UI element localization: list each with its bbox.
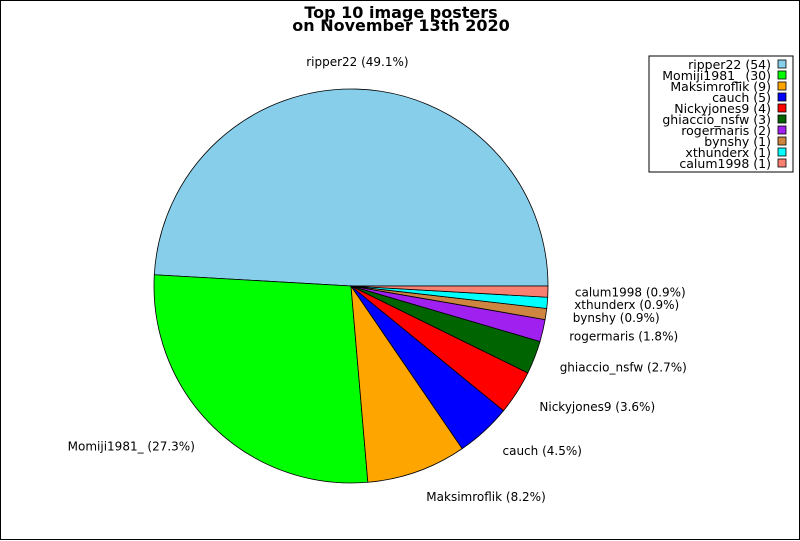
legend-swatch-cauch <box>777 92 787 102</box>
pie-label-nickyjones9: Nickyjones9 (3.6%) <box>539 400 655 414</box>
legend-box <box>648 55 794 173</box>
pie-slice-ripper22 <box>153 88 549 287</box>
pie-label-cauch: cauch (4.5%) <box>503 444 582 458</box>
legend-label-calum1998: calum1998 (1) <box>679 156 771 171</box>
pie-label-ripper22: ripper22 (49.1%) <box>306 55 408 69</box>
pie-label-ghiaccio-nsfw: ghiaccio_nsfw (2.7%) <box>560 360 687 374</box>
pie-slices <box>153 88 549 484</box>
pie-label-calum1998: calum1998 (0.9%) <box>575 285 686 299</box>
legend-label-ghiaccio-nsfw: ghiaccio_nsfw (3) <box>662 112 771 127</box>
legend-swatch-ghiaccio-nsfw <box>777 114 787 124</box>
legend-swatch-calum1998 <box>777 158 787 168</box>
chart-title-line-2: on November 13th 2020 <box>292 16 509 35</box>
legend-label-momiji1981: Momiji1981_ (30) <box>662 68 771 83</box>
legend-label-xthunderx: xthunderx (1) <box>685 145 771 160</box>
legend-swatch-nickyjones9 <box>777 103 787 113</box>
pie-label-maksimroflik: Maksimroflik (8.2%) <box>426 490 545 504</box>
legend-swatch-rogermaris <box>777 125 787 135</box>
pie-label-momiji1981: Momiji1981_ (27.3%) <box>68 440 195 454</box>
legend-label-maksimroflik: Maksimroflik (9) <box>670 79 771 94</box>
legend-label-cauch: cauch (5) <box>712 90 771 105</box>
pie-label-bynshy: bynshy (0.9%) <box>573 311 660 325</box>
legend-label-bynshy: bynshy (1) <box>704 134 771 149</box>
legend-swatch-ripper22 <box>777 59 787 69</box>
legend-swatch-bynshy <box>777 136 787 146</box>
pie-label-xthunderx: xthunderx (0.9%) <box>574 298 679 312</box>
pie-labels: ripper22 (49.1%) Momiji1981_ (27.3%) Maksi… <box>68 55 687 504</box>
chart-title-line-1: Top 10 image posters <box>304 3 497 22</box>
pie-label-rogermaris: rogermaris (1.8%) <box>569 330 678 344</box>
legend-swatch-momiji1981 <box>777 70 787 80</box>
pie-slice-maksimroflik <box>350 284 463 483</box>
legend-label-ripper22: ripper22 (54) <box>688 57 771 72</box>
legend-swatch-xthunderx <box>777 147 787 157</box>
legend-label-nickyjones9: Nickyjones9 (4) <box>674 101 771 116</box>
pie-slice-momiji1981 <box>153 274 369 484</box>
legend: ripper22 (54)Momiji1981_ (30)Maksimrofli… <box>648 55 794 173</box>
legend-swatch-maksimroflik <box>777 81 787 91</box>
legend-label-rogermaris: rogermaris (2) <box>681 123 771 138</box>
pie-slice-calum1998 <box>350 285 549 298</box>
